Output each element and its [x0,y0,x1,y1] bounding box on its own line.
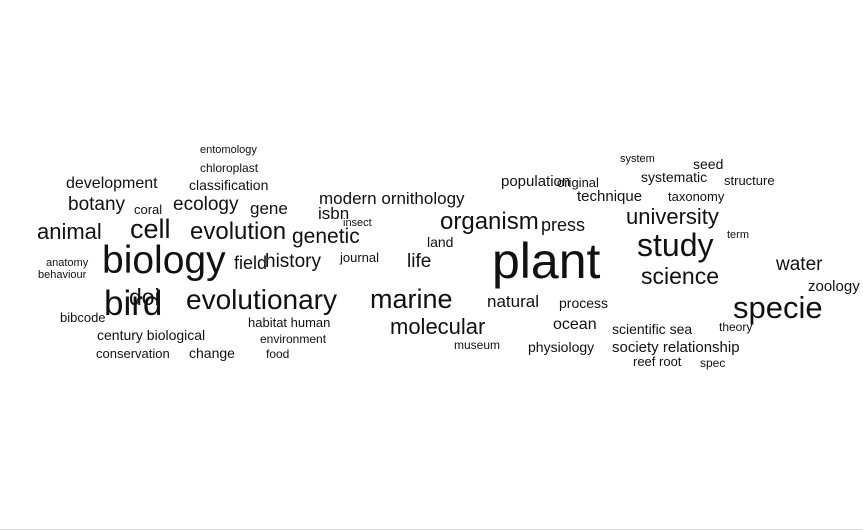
word: habitat human [248,316,330,329]
word: animal [37,221,102,243]
word: life [407,252,431,271]
word: food [266,348,289,360]
word: physiology [528,340,594,354]
word: systematic [641,170,707,184]
word: organism [440,210,539,234]
word: reef root [633,355,681,368]
word: environment [260,333,326,345]
word: plant [492,236,600,286]
word: behaviour [38,270,86,281]
word: structure [724,174,775,187]
word: doi [129,286,160,309]
word: press [541,216,585,234]
word: field [234,254,267,272]
word: theory [719,321,752,333]
word: development [66,176,158,192]
word: natural [487,293,539,310]
word: science [641,265,719,288]
word: anatomy [46,258,88,269]
word: change [189,346,235,360]
word: scientific sea [612,322,692,336]
word: process [559,296,608,310]
word: molecular [390,316,485,338]
word: classification [189,178,268,192]
word: taxonomy [668,190,724,203]
word: museum [454,339,500,351]
word: history [265,252,321,271]
word: zoology [808,279,860,294]
word: evolutionary [186,286,337,314]
word: seed [693,157,723,171]
word: coral [134,203,162,216]
word: land [427,235,453,249]
word: conservation [96,347,170,360]
word: spec [700,357,725,369]
word: cell [130,216,171,243]
word: technique [577,189,642,204]
word: original [557,176,599,189]
word: study [637,229,713,261]
word: water [776,255,822,274]
word: bibcode [60,311,106,324]
word: evolution [190,220,286,244]
word: genetic [292,226,360,247]
word: ecology [173,195,239,214]
word: society relationship [612,340,740,355]
word: university [626,206,719,228]
word: chloroplast [200,162,258,174]
word: specie [733,292,823,323]
word: system [620,154,655,165]
word: botany [68,195,125,214]
word: term [727,230,749,241]
word: insect [343,218,372,229]
word: marine [370,286,453,313]
word: biology [102,241,226,280]
word: entomology [200,145,257,156]
word: century biological [97,328,205,342]
word: journal [340,251,379,264]
word: ocean [553,317,597,333]
word: gene [250,200,288,217]
